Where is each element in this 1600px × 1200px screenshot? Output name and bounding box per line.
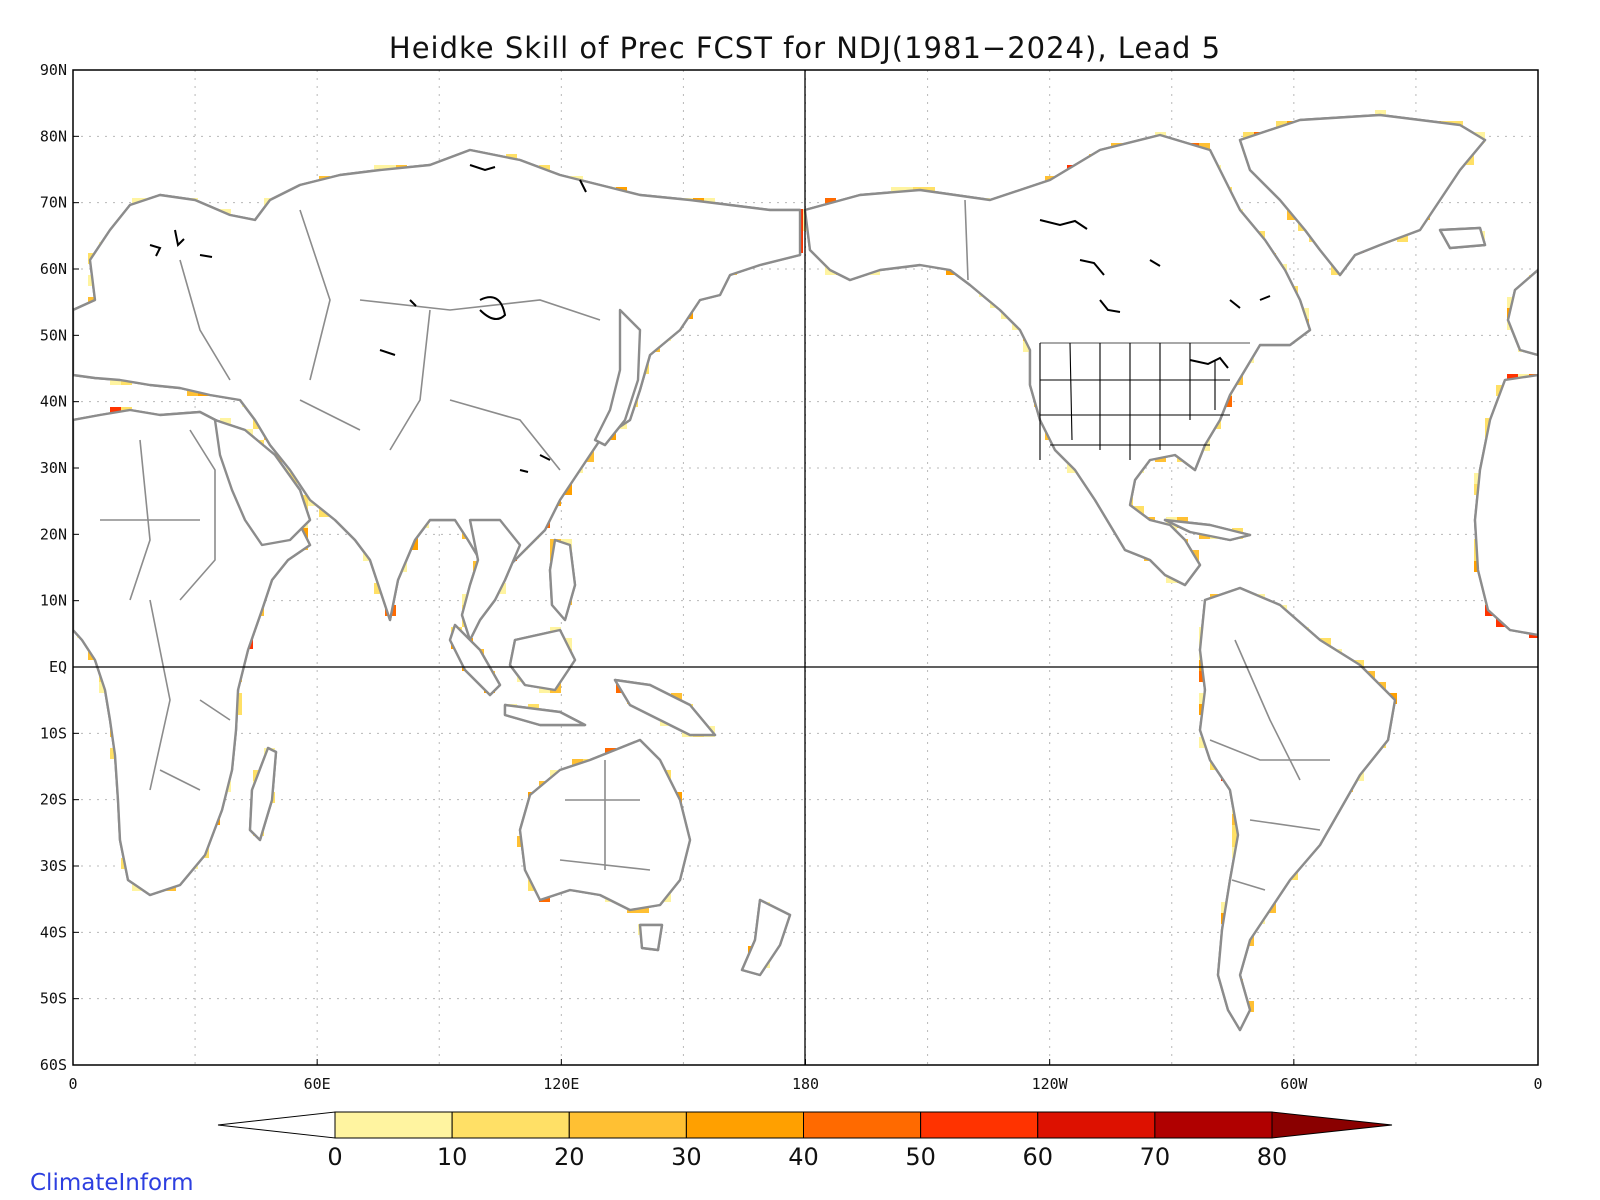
new-zealand-land-coastline — [740, 898, 792, 977]
lon-label: 180 — [792, 1075, 819, 1093]
colorbar-swatch — [920, 1111, 1039, 1139]
colorbar-label: 30 — [671, 1143, 702, 1171]
longitude-labels: 0 60E 120E 180 120W 60W 0 — [68, 1059, 1543, 1093]
lon-label: 0 — [1533, 1075, 1542, 1093]
colorbar-label: 20 — [554, 1143, 585, 1171]
colorbar-label: 10 — [437, 1143, 468, 1171]
colorbar-label: 0 — [327, 1143, 342, 1171]
colorbar-swatch — [1154, 1111, 1273, 1139]
north-america-borders — [964, 199, 1250, 344]
lon-label: 60W — [1280, 1075, 1308, 1093]
lon-label: 120W — [1032, 1075, 1069, 1093]
us-state-grid — [1039, 342, 1230, 460]
political-borders — [100, 199, 1330, 891]
colorbar-swatch — [803, 1111, 922, 1139]
sumatra-land-coastline — [448, 623, 502, 697]
lat-label: 40S — [40, 923, 67, 941]
north-america-land-coastline — [803, 133, 1312, 587]
colorbar-swatch — [451, 1111, 570, 1139]
us-state-lines — [1039, 342, 1230, 460]
java-land-coastline — [503, 703, 587, 727]
lat-label: 10S — [40, 724, 67, 742]
lat-label: EQ — [49, 658, 67, 676]
lat-label: 20N — [40, 525, 67, 543]
iceland-land-coastline — [1438, 226, 1487, 250]
lat-label: 10N — [40, 592, 67, 610]
brand-label: ClimateInform — [30, 1170, 194, 1196]
japan-land-coastline — [593, 308, 642, 447]
map-title: Heidke Skill of Prec FCST for NDJ(1981−2… — [389, 31, 1221, 65]
lat-label: 50N — [40, 326, 67, 344]
philippines-land-coastline — [548, 538, 577, 622]
lat-label: 20S — [40, 791, 67, 809]
caribbean-islands-land-coastline — [1163, 518, 1252, 542]
lat-label: 30N — [40, 459, 67, 477]
colorbar-label: 40 — [788, 1143, 819, 1171]
lat-label: 80N — [40, 127, 67, 145]
colorbar-high-arrow — [1271, 1111, 1393, 1139]
lat-label: 50S — [40, 990, 67, 1008]
lat-label: 60N — [40, 260, 67, 278]
colorbar: 0 10 20 30 40 50 60 70 80 — [217, 1111, 1393, 1171]
africa-borders — [100, 429, 231, 791]
europe-wrap-land-coastline — [1506, 268, 1538, 357]
lat-label: 30S — [40, 857, 67, 875]
lat-label: 70N — [40, 194, 67, 212]
latitude-labels: 90N 80N 70N 60N 50N 40N 30N 20N 10N EQ 10S 20S 30S 40… — [40, 61, 79, 1074]
arabia-land-coastline — [213, 418, 312, 547]
west-africa-wrap-land-coastline — [1473, 373, 1538, 637]
tasmania-land-coastline — [638, 923, 664, 952]
lon-label: 60E — [304, 1075, 331, 1093]
colorbar-swatch — [1037, 1111, 1156, 1139]
south-america-land-coastline — [1198, 586, 1397, 1032]
indochina-land-coastline — [460, 518, 522, 642]
new-guinea-land-coastline — [613, 678, 717, 737]
lat-label: 90N — [40, 61, 67, 79]
lon-label: 120E — [543, 1075, 579, 1093]
colorbar-label: 70 — [1140, 1143, 1171, 1171]
borneo-land-coastline — [508, 628, 577, 692]
madagascar-land-coastline — [248, 746, 278, 842]
colorbar-swatch — [568, 1111, 687, 1139]
colorbar-label: 50 — [905, 1143, 936, 1171]
colorbar-low-arrow — [217, 1111, 336, 1139]
lon-label: 0 — [68, 1075, 77, 1093]
australia-borders — [559, 760, 651, 871]
lat-label: 60S — [40, 1056, 67, 1074]
south-america-borders — [1209, 639, 1330, 891]
eurasia-land-coastline — [73, 148, 802, 622]
colorbar-label: 60 — [1022, 1143, 1053, 1171]
lat-label: 40N — [40, 393, 67, 411]
colorbar-swatch — [685, 1111, 804, 1139]
lake-outlines — [149, 164, 1271, 473]
colorbar-label: 80 — [1257, 1143, 1288, 1171]
map-panel: 90N 80N 70N 60N 50N 40N 30N 20N 10N EQ 10S 20S 30S 40… — [40, 61, 1543, 1093]
lakes-and-rivers — [149, 164, 1271, 473]
greenland-land-coastline — [1238, 113, 1487, 277]
eurasia-borders — [179, 209, 601, 471]
colorbar-swatch — [334, 1111, 453, 1139]
